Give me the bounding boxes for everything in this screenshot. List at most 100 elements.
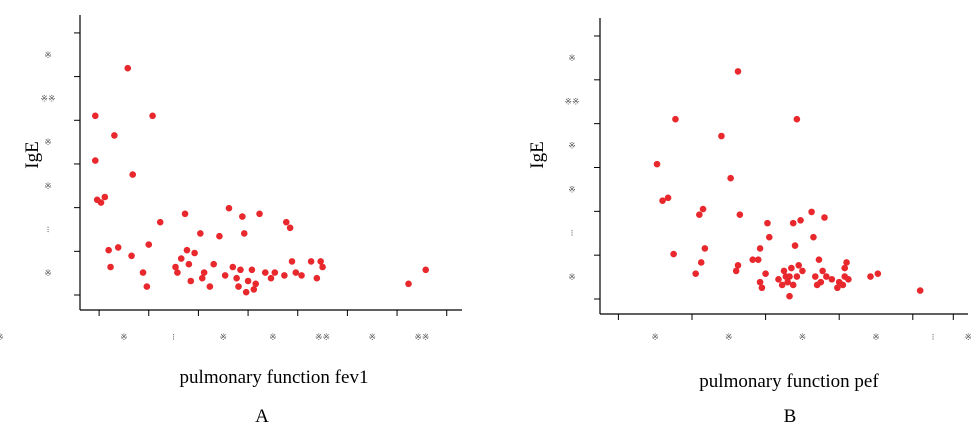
- data-point: [242, 288, 250, 296]
- data-point: [317, 258, 324, 265]
- x-tick-label: ※: [219, 333, 227, 343]
- x-tick-label: ⁝: [932, 333, 935, 343]
- x-tick-label: ※: [725, 333, 733, 343]
- data-point: [659, 197, 666, 204]
- y-tick-label: ※※: [40, 94, 55, 104]
- data-point: [821, 214, 828, 221]
- data-point: [789, 219, 797, 227]
- data-point: [129, 171, 137, 178]
- data-point: [841, 264, 849, 272]
- data-point: [670, 250, 677, 258]
- x-tick-label: ※: [269, 333, 277, 343]
- data-point: [97, 199, 105, 206]
- data-point: [810, 233, 817, 241]
- data-point: [267, 274, 275, 282]
- data-points: [91, 64, 430, 296]
- data-point: [107, 263, 114, 271]
- data-point: [795, 261, 803, 269]
- data-point: [696, 211, 703, 218]
- data-point: [281, 272, 288, 279]
- data-point: [197, 230, 204, 237]
- data-point: [233, 274, 240, 282]
- data-point: [128, 252, 135, 260]
- data-point: [172, 263, 179, 271]
- x-tick-label: ※: [965, 333, 971, 343]
- data-point: [124, 64, 132, 72]
- data-point: [823, 273, 830, 280]
- data-point: [181, 210, 189, 218]
- data-point: [765, 233, 773, 241]
- data-point: [156, 218, 164, 226]
- data-point: [177, 255, 185, 262]
- x-tick-label: ※※: [315, 333, 330, 343]
- data-point: [758, 284, 766, 292]
- data-points: [653, 68, 924, 300]
- data-point: [732, 267, 740, 275]
- data-point: [286, 224, 294, 232]
- data-point: [762, 270, 769, 278]
- data-point: [261, 269, 269, 276]
- data-point: [784, 278, 791, 286]
- data-point: [206, 283, 214, 290]
- y-tick-label: ※: [44, 182, 52, 192]
- axes: [79, 15, 462, 311]
- data-point: [749, 256, 757, 263]
- data-point: [664, 194, 672, 202]
- data-point: [775, 276, 782, 283]
- data-point: [916, 287, 924, 294]
- data-point: [145, 241, 153, 248]
- data-point: [672, 115, 679, 123]
- data-point: [216, 232, 223, 240]
- data-point: [778, 281, 786, 289]
- data-point: [111, 132, 118, 139]
- data-point: [185, 260, 193, 268]
- scatter-panel-b: ※⁝※※※※※※※※※⁝※※ pulmonary function pef Ig…: [0, 18, 971, 427]
- data-point: [793, 115, 801, 123]
- y-tick-label: ※: [568, 185, 576, 195]
- x-axis-title: pulmonary function fev1: [180, 367, 369, 388]
- data-point: [307, 258, 315, 265]
- data-point: [183, 246, 191, 254]
- data-point: [839, 281, 847, 289]
- data-point: [736, 211, 744, 218]
- data-point: [843, 259, 850, 266]
- y-tick-label: ※: [44, 269, 52, 279]
- data-point: [405, 280, 412, 288]
- data-point: [191, 249, 198, 257]
- scatter-panel-a: ※⁝※※※※※※ ⁝ ※ ※ ※※ ※ ※※ pulmonary function fev1…: [22, 15, 462, 427]
- data-point: [239, 213, 246, 220]
- data-point: [319, 263, 326, 271]
- data-point: [91, 112, 99, 120]
- data-point: [313, 274, 321, 282]
- data-point: [174, 269, 181, 276]
- data-point: [256, 210, 263, 218]
- data-point: [240, 230, 248, 237]
- data-point: [248, 266, 256, 274]
- data-point: [198, 274, 206, 282]
- data-point: [701, 245, 709, 252]
- data-point: [799, 267, 806, 275]
- ticks: ※⁝※※※※※※ ⁝ ※ ※ ※※ ※ ※※: [40, 32, 448, 343]
- data-point: [780, 267, 788, 275]
- x-axis-title: pulmonary function pef: [699, 371, 879, 392]
- y-tick-label: ⁝: [571, 229, 574, 239]
- data-point: [292, 269, 300, 276]
- data-point: [786, 273, 793, 280]
- x-tick-label: ⁝: [172, 333, 175, 343]
- data-point: [298, 272, 305, 279]
- y-tick-label: ※※: [564, 98, 579, 108]
- data-point: [221, 272, 229, 279]
- x-tick-label: ※: [651, 333, 659, 343]
- x-tick-label: ※: [0, 333, 4, 343]
- data-point: [828, 276, 836, 283]
- data-point: [237, 266, 244, 274]
- data-point: [252, 280, 260, 288]
- data-point: [867, 273, 874, 280]
- data-point: [734, 68, 742, 75]
- data-point: [692, 270, 699, 278]
- data-point: [727, 174, 734, 182]
- data-point: [793, 273, 801, 280]
- data-point: [422, 266, 430, 274]
- y-tick-label: ※: [568, 273, 576, 283]
